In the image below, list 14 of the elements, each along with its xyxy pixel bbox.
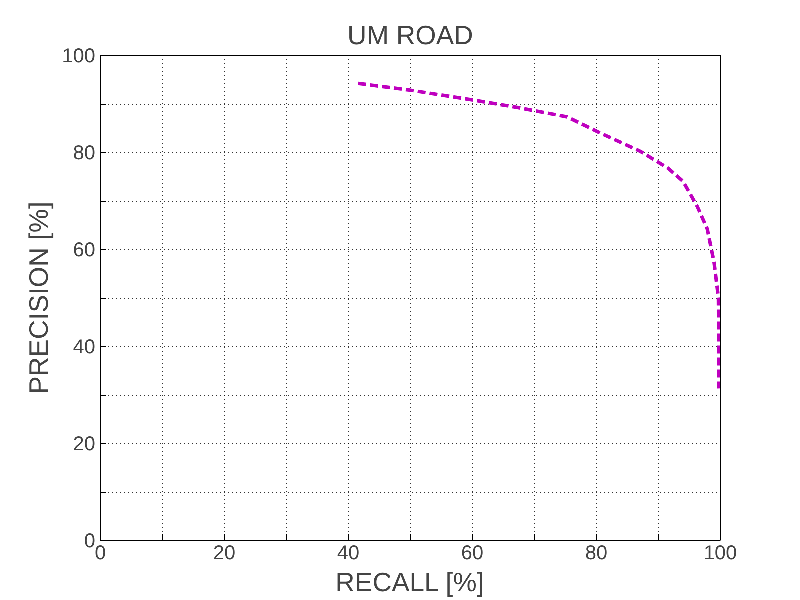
x-tick-label: 60	[461, 542, 484, 564]
x-tick-label: 100	[704, 542, 738, 564]
line-series	[356, 82, 720, 390]
y-tick-label: 80	[73, 142, 96, 164]
y-tick-label: 40	[73, 336, 96, 358]
y-tick-label: 20	[73, 434, 96, 456]
y-axis-title: PRECISION [%]	[24, 202, 54, 394]
x-tick-label: 40	[337, 542, 360, 564]
x-tick-label: 20	[213, 542, 236, 564]
y-tick-label: 60	[73, 240, 96, 262]
x-tick-label: 80	[585, 542, 608, 564]
chart-title: UM ROAD	[348, 20, 474, 50]
y-tick-label: 100	[62, 46, 96, 68]
x-axis-title: RECALL [%]	[336, 568, 484, 598]
